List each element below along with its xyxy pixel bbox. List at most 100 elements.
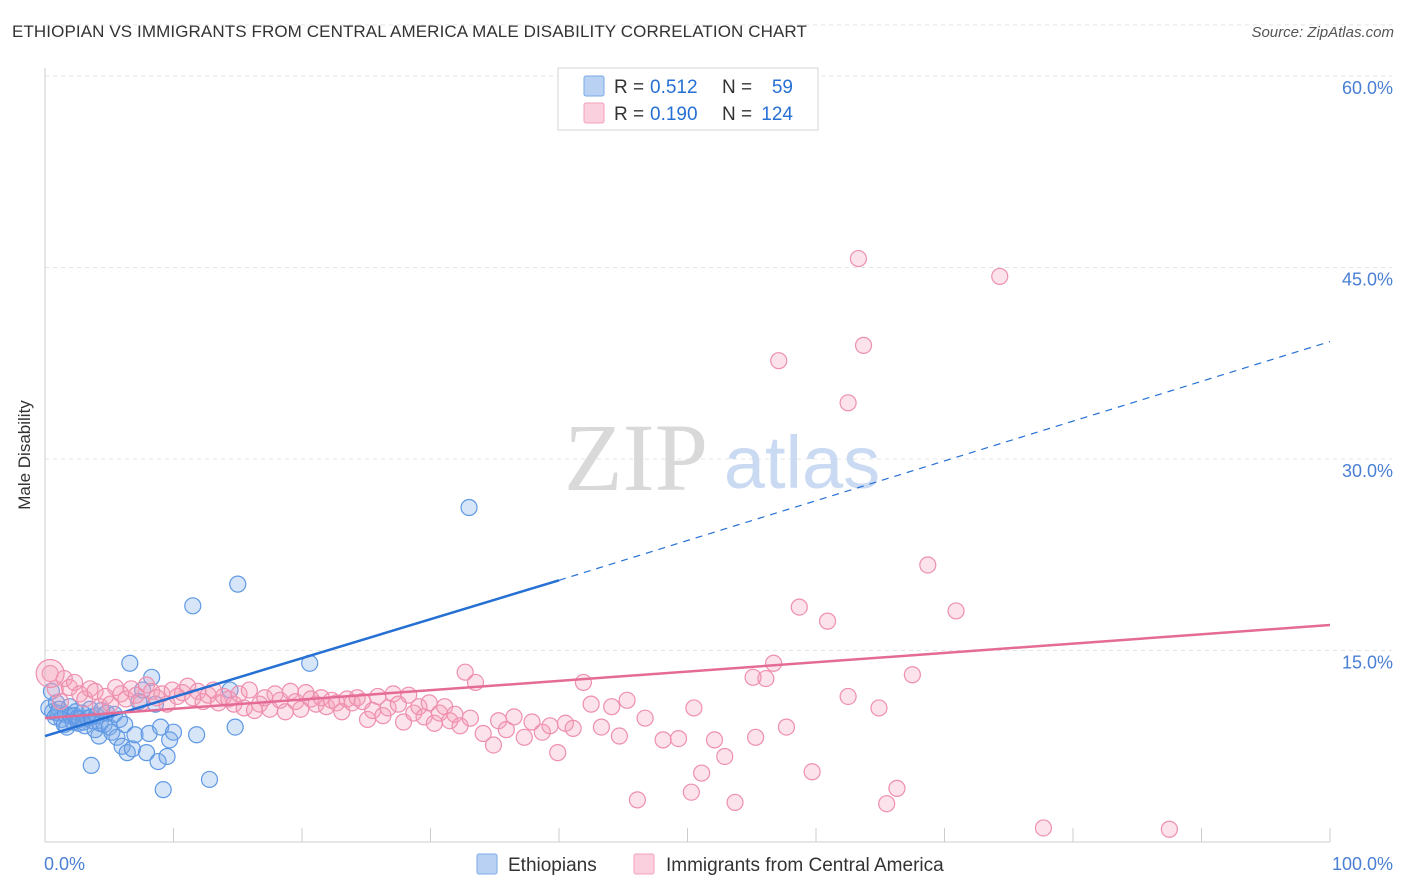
point-central-america [505, 708, 523, 726]
point-central-america [101, 695, 120, 713]
point-central-america [456, 663, 474, 681]
stats-legend-n-value: 124 [761, 104, 793, 125]
point-central-america [744, 668, 762, 686]
point-central-america [849, 249, 868, 268]
point-ethiopians [108, 728, 126, 746]
x-tick-label: 100.0% [1332, 854, 1393, 874]
point-ethiopians [154, 781, 172, 799]
point-ethiopians [121, 654, 139, 672]
y-tick-label: 60.0% [1342, 78, 1393, 98]
stats-legend-r-value: 0.512 [650, 77, 698, 98]
point-central-america [878, 795, 896, 813]
point-central-america [669, 729, 688, 748]
point-central-america [839, 687, 857, 706]
point-central-america [803, 763, 821, 781]
point-ethiopians [123, 740, 141, 758]
point-central-america [582, 695, 600, 713]
point-central-america [947, 602, 965, 620]
point-central-america [410, 698, 428, 716]
point-ethiopians [82, 756, 100, 775]
point-ethiopians [221, 681, 239, 699]
series-legend-label-ethiopians: Ethiopians [508, 855, 597, 876]
stats-legend-n-value: 59 [772, 77, 793, 98]
point-central-america [790, 598, 808, 616]
point-ethiopians [229, 575, 247, 593]
trend-line-ethiopians-projection [558, 340, 1331, 581]
chart-source: Source: ZipAtlas.com [1251, 24, 1394, 41]
point-central-america [770, 352, 788, 370]
watermark-atlas: atlas [724, 421, 880, 504]
point-central-america [240, 681, 258, 699]
point-central-america [888, 779, 906, 797]
point-central-america [1034, 819, 1053, 837]
point-ethiopians [164, 723, 183, 741]
point-ethiopians [116, 715, 134, 734]
point-central-america [515, 728, 533, 746]
point-central-america [1160, 820, 1178, 838]
point-central-america [870, 699, 888, 717]
point-central-america [60, 678, 79, 697]
point-central-america [592, 718, 611, 736]
trend-line-central-america [44, 623, 1331, 720]
y-tick-label: 30.0% [1342, 461, 1393, 481]
point-central-america [764, 654, 783, 672]
point-central-america [991, 267, 1009, 286]
stats-legend-r-label: R = [614, 77, 644, 98]
point-central-america [86, 682, 104, 700]
point-central-america [654, 731, 672, 749]
point-ethiopians [200, 770, 219, 789]
point-central-america [51, 692, 70, 711]
y-tick-label: 45.0% [1342, 270, 1393, 290]
point-central-america [818, 612, 837, 630]
point-central-america [854, 336, 873, 354]
stats-legend-swatch-ethiopians [583, 75, 605, 97]
point-central-america [705, 731, 724, 749]
watermark-zip: ZIP [564, 404, 708, 511]
series-legend-swatch-ethiopians [476, 853, 498, 875]
point-ethiopians [184, 597, 202, 615]
point-central-america [628, 791, 646, 809]
y-tick-label: 15.0% [1342, 653, 1393, 673]
point-central-america [523, 713, 541, 731]
point-central-america [716, 747, 734, 766]
point-central-america [474, 724, 492, 743]
point-central-america [747, 728, 765, 746]
series-legend: Ethiopians Immigrants from Central Ameri… [476, 853, 944, 876]
series-legend-label-central-america: Immigrants from Central America [666, 855, 944, 876]
x-tick-label: 0.0% [44, 854, 85, 874]
point-ethiopians [149, 752, 167, 771]
data-points [35, 249, 1178, 838]
point-central-america [564, 719, 582, 737]
point-central-america [839, 394, 857, 412]
point-central-america [693, 764, 711, 782]
stats-legend-n-label: N = [722, 77, 752, 98]
point-central-america [549, 744, 567, 762]
point-central-america [541, 717, 559, 735]
point-central-america [497, 721, 515, 739]
stats-legend-swatch-central-america [583, 102, 605, 124]
trend-lines [44, 340, 1331, 738]
series-legend-swatch-central-america [633, 853, 655, 875]
point-central-america [603, 698, 621, 716]
y-axis-label: Male Disability [15, 400, 34, 510]
point-central-america [685, 699, 703, 717]
point-central-america [903, 666, 921, 684]
point-central-america [610, 727, 628, 745]
stats-legend-n-label: N = [722, 104, 752, 125]
point-central-america [461, 709, 479, 727]
chart-title: ETHIOPIAN VS IMMIGRANTS FROM CENTRAL AME… [12, 22, 807, 41]
stats-legend: R = 0.512 N = 59 R = 0.190 N = 124 [557, 67, 819, 131]
point-central-america [919, 556, 937, 574]
point-ethiopians [158, 747, 176, 766]
point-central-america [35, 658, 65, 689]
point-central-america [618, 691, 636, 709]
point-central-america [220, 690, 238, 708]
point-ethiopians [103, 723, 121, 741]
point-central-america [636, 709, 654, 727]
point-ethiopians [126, 726, 144, 744]
point-central-america [757, 669, 775, 688]
stats-legend-r-label: R = [614, 104, 644, 125]
stats-legend-r-value: 0.190 [650, 104, 698, 125]
watermark: ZIP atlas [564, 404, 880, 511]
